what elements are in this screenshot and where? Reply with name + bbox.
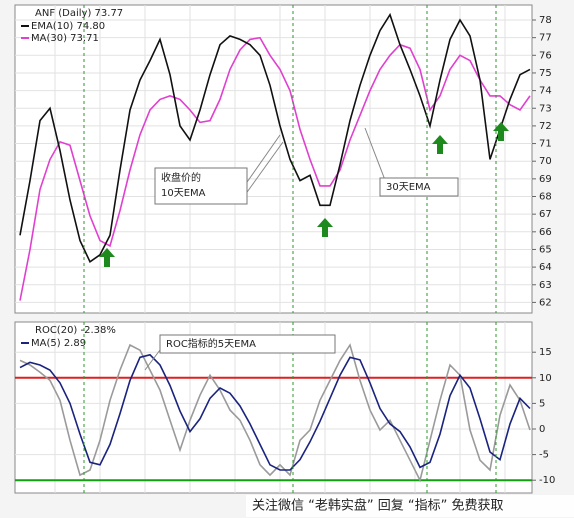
y-tick-label: 67 [539, 209, 552, 220]
pointer [144, 349, 161, 371]
series-line [19, 36, 531, 301]
annotation-box [379, 177, 459, 197]
annotation: 收盘价的 10天EMA [154, 134, 284, 205]
annotation-text: 收盘价的 [161, 171, 201, 184]
chart-title: ROC(20) -2.38% [35, 325, 116, 336]
annotation-box [154, 167, 248, 205]
watermark-bg [246, 495, 574, 517]
arrow [317, 218, 333, 237]
y-tick-label: -10 [539, 475, 555, 486]
watermark: 关注微信 “老韩实盘” 回复 “指标” 免费获取 [252, 498, 503, 514]
y-tick-label: 63 [539, 280, 552, 291]
chart-title: ANF (Daily) 73.77 [35, 8, 123, 19]
annotation-box [159, 334, 336, 354]
buy-arrows [99, 122, 509, 267]
plots: 62 63 64 65 66 67 68 69 70 71 72 73 74 75 76 77 78 ANF (D… [15, 8, 555, 486]
annotation-text: ROC指标的5天EMA [166, 337, 256, 350]
arrow [99, 248, 115, 267]
y-tick-label: 66 [539, 227, 552, 238]
pointer [244, 134, 281, 186]
y-tick-label: 74 [539, 86, 552, 97]
pointer [364, 127, 386, 181]
y-tick-label: 75 [539, 68, 552, 79]
arrow [493, 122, 509, 141]
legend-label: EMA(10) 74.80 [31, 21, 105, 32]
series-line [19, 343, 531, 483]
y-tick-label: 68 [539, 192, 552, 203]
y-tick-label: 62 [539, 297, 552, 308]
signal-lines [83, 5, 497, 493]
y-tick-label: 76 [539, 50, 552, 61]
legend-label: MA(30) 73.71 [31, 33, 99, 44]
annotation: 30天EMA [364, 127, 459, 197]
y-tick-label: 77 [539, 33, 552, 44]
series-line [19, 353, 531, 471]
y-tick-label: 71 [539, 139, 552, 150]
y-tick-label: -5 [539, 450, 549, 461]
annotation-text: 10天EMA [161, 188, 206, 199]
annotation-text: 30天EMA [386, 182, 431, 193]
y-tick-label: 65 [539, 244, 552, 255]
annotation: ROC指标的5天EMA [144, 334, 336, 371]
legend-label: MA(5) 2.89 [31, 338, 86, 349]
y-tick-label: 0 [539, 424, 545, 435]
y-tick-label: 78 [539, 15, 552, 26]
y-tick-label: 10 [539, 373, 552, 384]
y-tick-label: 73 [539, 103, 552, 114]
y-tick-label: 69 [539, 174, 552, 185]
y-tick-label: 15 [539, 347, 552, 358]
y-tick-label: 5 [539, 398, 545, 409]
pointer [244, 141, 284, 196]
y-tick-label: 72 [539, 121, 552, 132]
y-tick-label: 64 [539, 262, 552, 273]
arrow [432, 135, 448, 154]
series-line [19, 12, 531, 263]
y-tick-label: 70 [539, 156, 552, 167]
